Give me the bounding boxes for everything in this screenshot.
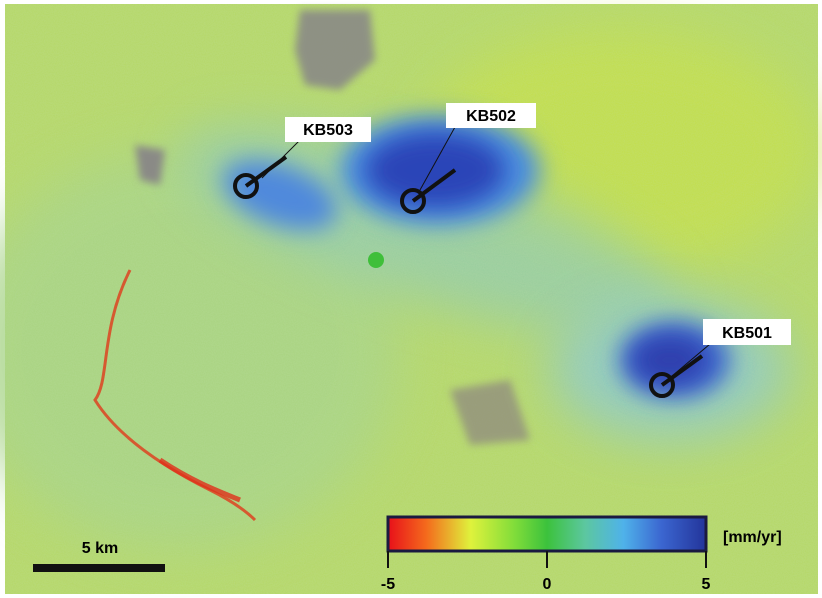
colorbar-tick-label: 5 [702,576,711,593]
colorbar-unit: [mm/yr] [723,529,782,546]
colorbar-tick-label: 0 [543,576,552,593]
scale-label: 5 km [82,540,118,557]
well-label: KB503 [303,122,353,139]
well-label: KB501 [722,325,772,342]
map-image [0,4,820,594]
well-label: KB502 [466,108,516,125]
map: KB503 KB502 KB501 5 km [mm/yr] -5 0 5 [0,0,822,598]
scale-line [33,564,165,572]
page: {"map": { "wells": [{"label": "KB503"}, … [0,0,822,598]
colorbar-ramp [388,517,706,551]
colorbar-tick-label: -5 [381,576,395,593]
